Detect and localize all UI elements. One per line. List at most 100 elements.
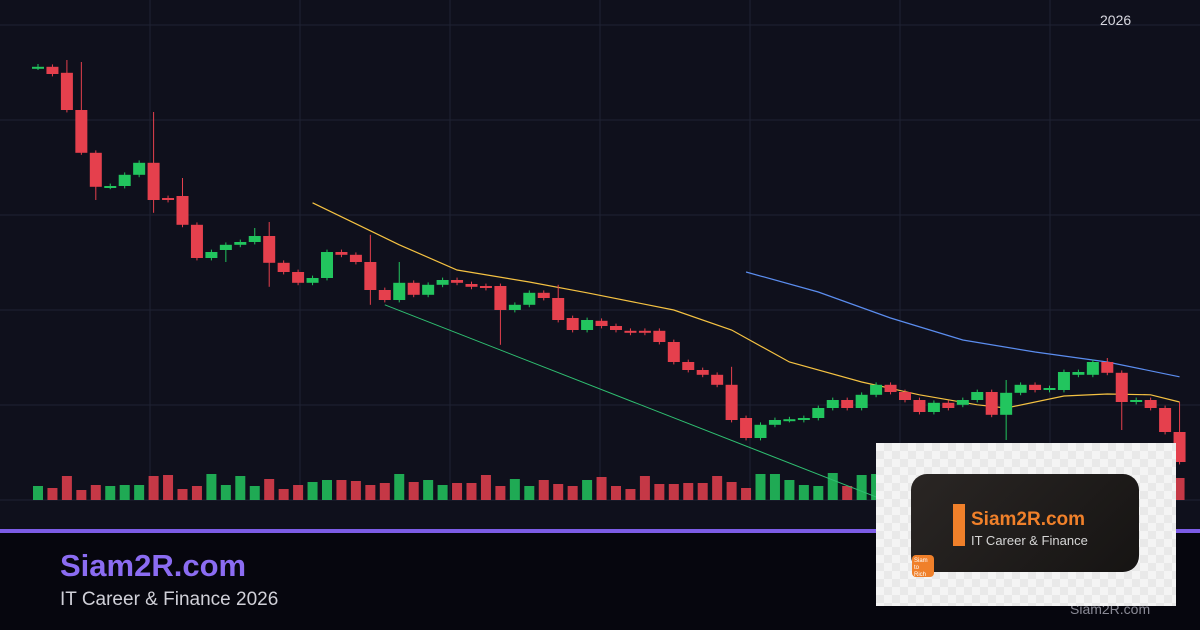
volume-bar <box>220 485 231 500</box>
candle-body <box>75 110 88 153</box>
candle-body <box>610 326 622 330</box>
volume-bar <box>726 482 737 500</box>
volume-bar <box>495 486 506 500</box>
volume-bar <box>567 486 578 500</box>
volume-bar <box>683 483 694 500</box>
volume-bar <box>148 476 159 500</box>
candle-body <box>768 420 781 425</box>
volume-bar <box>408 482 419 500</box>
volume-bar <box>235 476 246 500</box>
volume-bar <box>61 476 72 500</box>
volume-bar <box>842 486 853 500</box>
volume-bar <box>813 486 824 500</box>
candle-body <box>292 272 305 283</box>
volume-bar <box>582 480 593 500</box>
volume-bar <box>76 490 87 500</box>
candle-body <box>364 262 377 290</box>
candle-body <box>32 66 44 69</box>
brand-tagline: IT Career & Finance 2026 <box>60 589 279 610</box>
candle-body <box>653 330 666 342</box>
candle-body <box>277 262 290 272</box>
volume-bar <box>509 479 520 500</box>
volume-bar <box>856 475 867 500</box>
candle-body <box>855 394 868 408</box>
candle-body <box>1029 384 1042 390</box>
volume-bar <box>379 483 390 500</box>
volume-bar <box>712 476 723 500</box>
candle-body <box>725 384 738 420</box>
brand-title[interactable]: Siam2R.com <box>60 548 247 583</box>
volume-bar <box>163 475 174 500</box>
candle-body <box>465 284 478 287</box>
candle-body <box>1086 362 1099 375</box>
volume-bar <box>336 480 347 500</box>
candle-body <box>335 252 348 255</box>
candle-body <box>89 152 102 187</box>
candle-body <box>537 292 550 298</box>
candle-body <box>956 400 969 405</box>
volume-bar <box>177 489 188 500</box>
candle-body <box>60 72 73 110</box>
candle-body <box>942 402 955 408</box>
volume-bar <box>47 488 58 500</box>
candle-body <box>1159 408 1172 432</box>
candle-body <box>118 174 131 186</box>
candle-body <box>899 392 911 400</box>
candle-body <box>133 162 146 175</box>
candle-body <box>595 320 608 326</box>
candle-body <box>176 196 189 225</box>
candle-body <box>248 236 261 242</box>
logo-subtitle: IT Career & Finance <box>971 533 1088 548</box>
volume-bar <box>134 485 145 500</box>
volume-bar <box>105 486 116 500</box>
logo-card: Siam2R.com IT Career & Finance <box>911 474 1139 572</box>
volume-bar <box>596 477 607 500</box>
volume-bar <box>191 486 202 500</box>
candle-body <box>1000 392 1013 415</box>
candle-body <box>494 286 507 310</box>
logo-title: Siam2R.com <box>971 509 1086 530</box>
candle-body <box>783 419 796 422</box>
candle-body <box>1072 372 1085 375</box>
candle-body <box>566 318 579 330</box>
candlestick-chart <box>0 0 1200 530</box>
candle-body <box>797 418 810 420</box>
volume-bar <box>264 479 275 500</box>
candle-body <box>422 284 435 295</box>
volume-bar <box>466 483 477 500</box>
volume-bar <box>538 480 549 500</box>
candle-body <box>927 402 940 412</box>
volume-bar <box>394 474 405 500</box>
divider <box>0 529 1200 533</box>
candle-body <box>1101 362 1114 373</box>
volume-bar <box>625 489 636 500</box>
volume-bar <box>307 482 318 500</box>
volume-bar <box>755 474 766 500</box>
volume-bar <box>322 480 332 500</box>
volume-bar <box>741 488 752 500</box>
moving-average-line <box>312 202 1180 409</box>
candle-body <box>263 236 276 263</box>
volume-bar <box>249 486 260 500</box>
candle-body <box>638 330 651 333</box>
candle-body <box>552 298 565 320</box>
volume-bar <box>697 483 708 500</box>
candle-body <box>581 320 594 330</box>
candle-body <box>104 186 117 188</box>
candle-body <box>971 392 984 400</box>
candle-body <box>508 304 521 310</box>
candles <box>32 60 1186 465</box>
candle-body <box>740 418 753 438</box>
volume-bar <box>784 480 795 500</box>
candle-body <box>884 384 897 392</box>
candle-body <box>667 342 680 362</box>
candle-body <box>841 400 854 408</box>
volume-bar <box>1174 478 1185 500</box>
volume-bar <box>611 486 621 500</box>
volume-bar <box>654 484 665 500</box>
volume-bar <box>668 484 679 500</box>
candle-body <box>812 408 825 418</box>
grid <box>0 0 1200 501</box>
candle-body <box>624 330 637 333</box>
volume-bar <box>798 485 809 500</box>
